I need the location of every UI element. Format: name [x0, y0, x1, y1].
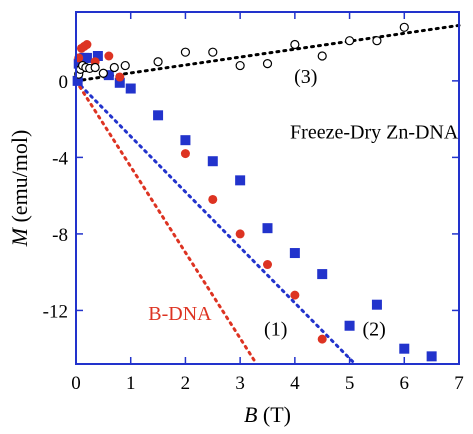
x-axis-unit: (T) — [257, 402, 291, 427]
filled-circle-point — [180, 149, 190, 159]
open-circle-point — [90, 62, 100, 73]
filled-circle-point — [263, 260, 272, 270]
x-axis-variable: B — [244, 402, 257, 427]
chart-labels: 0 1 2 3 4 5 6 7 0 -4 -8 -12 B (T) M (emu/mol) Freeze-D… — [7, 66, 464, 427]
square-point — [426, 351, 437, 362]
open-circle-point — [344, 36, 355, 46]
fit-line-3 — [74, 79, 259, 366]
square-point — [371, 299, 382, 310]
open-circle-point — [208, 47, 218, 57]
annotation-sample: Freeze-Dry Zn-DNA — [290, 121, 459, 143]
square-point — [399, 343, 410, 354]
filled-circle-point — [104, 51, 114, 61]
x-tick-label: 7 — [454, 373, 464, 394]
x-tick-label: 0 — [71, 373, 81, 394]
x-tick-label: 6 — [400, 373, 410, 394]
y-axis-title: M (emu/mol) — [7, 130, 32, 248]
open-circle-point — [372, 36, 382, 46]
square-point — [103, 70, 114, 81]
filled-circle-point — [82, 40, 92, 50]
open-circle-point — [98, 68, 108, 78]
x-tick-label: 3 — [235, 373, 245, 394]
fit-line-2 — [74, 79, 357, 366]
x-tick-label: 5 — [345, 373, 355, 394]
square-point — [114, 77, 125, 88]
square-point — [207, 156, 218, 167]
y-tick-label: -8 — [52, 225, 68, 246]
filled-circle-point — [115, 72, 125, 82]
chart-marks — [72, 22, 461, 366]
x-tick-label: 2 — [181, 373, 191, 394]
open-circle-point — [109, 62, 119, 73]
square-point — [92, 51, 103, 61]
filled-circle-point — [317, 334, 327, 344]
plot-frame — [75, 11, 460, 365]
square-point — [262, 223, 273, 234]
filled-circle-point — [208, 194, 218, 204]
open-circle-point — [399, 22, 409, 32]
open-circle-point — [235, 60, 245, 71]
x-axis-title: B (T) — [244, 402, 291, 427]
chart-axes — [75, 12, 460, 364]
fit-line-1 — [74, 23, 461, 83]
annotation-label2: (2) — [363, 318, 386, 340]
open-circle-point — [120, 60, 130, 71]
annotation-label1: (1) — [264, 318, 287, 340]
annotation-bdna: B-DNA — [148, 303, 212, 325]
x-tick-label: 4 — [290, 373, 300, 394]
y-tick-label: -4 — [52, 148, 68, 169]
filled-circle-point — [235, 229, 245, 239]
square-point — [344, 320, 355, 331]
square-point — [81, 52, 92, 63]
square-point — [317, 269, 328, 280]
annotation-label3: (3) — [294, 66, 317, 88]
square-point — [180, 135, 191, 146]
x-tick-label: 1 — [126, 373, 136, 394]
square-point — [235, 175, 246, 186]
open-circle-point — [290, 39, 300, 50]
y-tick-label: 0 — [59, 72, 69, 93]
open-circle-point — [317, 51, 327, 61]
square-point — [125, 83, 136, 94]
open-circle-point — [153, 57, 163, 67]
filled-circle-point — [290, 290, 300, 300]
square-point — [153, 110, 164, 121]
open-circle-point — [262, 59, 273, 69]
open-circle-point — [180, 47, 191, 57]
square-point — [289, 248, 300, 259]
y-tick-label: -12 — [43, 301, 68, 322]
y-axis-variable: M — [7, 226, 32, 247]
y-axis-unit: (emu/mol) — [7, 130, 32, 228]
